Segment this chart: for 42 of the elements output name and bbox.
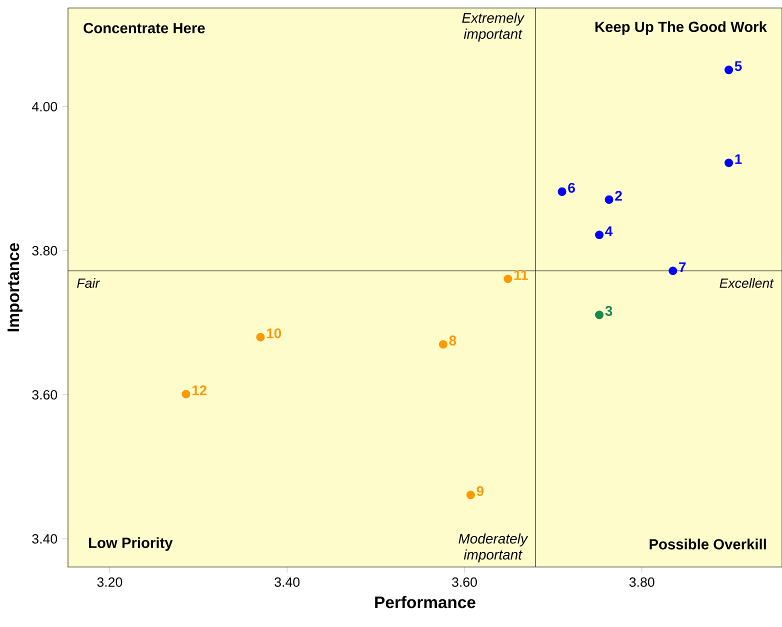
annotation: 9 xyxy=(476,486,484,496)
annotation: Moderately important xyxy=(458,533,528,562)
point xyxy=(595,230,604,240)
annotation: Excellent xyxy=(720,278,774,288)
annotation: 10 xyxy=(266,328,282,338)
annotation: 4 xyxy=(605,226,613,236)
annotation: 1 xyxy=(735,154,742,164)
annotation: 5 xyxy=(734,61,742,72)
y-axis-title: Importance xyxy=(8,243,22,332)
annotation: Keep Up The Good Work xyxy=(595,21,767,35)
annotation: 2 xyxy=(615,190,622,201)
annotation: 8 xyxy=(449,336,456,346)
annotation: 3 xyxy=(605,306,612,316)
y-tick-label: 3.40 xyxy=(32,534,58,544)
x-tick-label: 3.60 xyxy=(452,577,477,587)
annotation: 7 xyxy=(679,262,686,272)
point xyxy=(724,158,734,168)
annotation: Concentrate Here xyxy=(84,22,205,34)
x-axis-title: Performance xyxy=(375,596,476,608)
y-tick-label: 3.80 xyxy=(32,246,58,256)
annotation: 6 xyxy=(568,182,575,193)
x-tick-label: 3.40 xyxy=(274,577,300,587)
point xyxy=(256,332,265,342)
point xyxy=(604,195,614,204)
point xyxy=(438,340,448,349)
point xyxy=(724,66,734,74)
annotation: 11 xyxy=(514,270,528,280)
point xyxy=(182,390,190,398)
x-tick-label: 3.80 xyxy=(629,577,654,587)
point xyxy=(558,187,566,196)
point xyxy=(504,274,512,284)
point xyxy=(595,310,604,320)
y-tick-label: 4.00 xyxy=(32,102,58,112)
y-tick-label: 3.60 xyxy=(32,390,58,400)
point xyxy=(466,490,475,500)
annotation: 12 xyxy=(192,385,207,396)
annotation: Possible Overkill xyxy=(650,538,766,550)
annotation: Extremely important xyxy=(462,12,525,42)
annotation: Low Priority xyxy=(89,537,173,551)
x-tick-label: 3.20 xyxy=(97,577,122,587)
point xyxy=(668,266,678,276)
annotation: Fair xyxy=(77,278,100,288)
